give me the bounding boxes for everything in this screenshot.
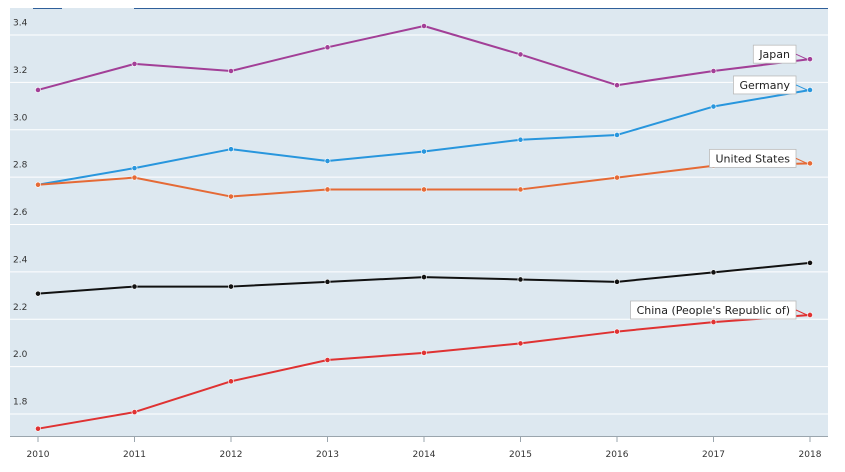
- y-tick-label: 3.4: [13, 19, 28, 29]
- data-point: [228, 378, 234, 385]
- data-point: [614, 82, 620, 89]
- x-tick-label: 2016: [606, 450, 629, 460]
- data-point: [710, 269, 717, 276]
- data-point: [228, 146, 234, 153]
- series-4: [35, 312, 813, 432]
- series-label-connector: [795, 309, 808, 316]
- data-point: [35, 181, 41, 188]
- series-2: [35, 160, 813, 200]
- x-axis: 2010 2011 2012 2013 2014 2015 2016 2017 2018: [10, 436, 828, 460]
- data-point: [710, 68, 717, 74]
- series-3: [35, 259, 813, 297]
- data-point: [807, 259, 813, 266]
- y-tick-label: 2.6: [13, 208, 28, 218]
- y-tick-label: 3.0: [13, 113, 28, 123]
- data-point: [131, 409, 138, 416]
- data-point: [228, 193, 234, 200]
- series-label-connector: [795, 53, 808, 60]
- series-label: United States: [709, 148, 808, 168]
- data-point: [421, 186, 427, 193]
- series-labels: Japan Germany United States China (People's…: [630, 44, 808, 320]
- data-point: [710, 103, 717, 110]
- series-label-text: United States: [716, 152, 791, 165]
- data-point: [324, 186, 331, 193]
- data-point: [517, 186, 524, 193]
- y-tick-label: 2.2: [13, 303, 27, 313]
- data-point: [35, 290, 41, 297]
- data-point: [421, 148, 427, 155]
- x-tick-label: 2010: [27, 450, 50, 460]
- data-point: [517, 276, 524, 283]
- data-point: [35, 87, 41, 93]
- data-point: [614, 174, 620, 181]
- grid-lines: [10, 8, 828, 415]
- data-point: [517, 136, 524, 143]
- series-label-connector: [795, 84, 808, 91]
- y-tick-label: 2.8: [13, 161, 28, 171]
- x-tick-label: 2015: [509, 450, 532, 460]
- y-tick-label: 3.2: [13, 66, 27, 76]
- y-tick-label: 1.8: [13, 398, 28, 408]
- x-tick-label: 2012: [220, 450, 243, 460]
- x-tick-label: 2018: [799, 450, 822, 460]
- series-label-text: China (People's Republic of): [637, 304, 790, 317]
- series-label: Japan: [752, 44, 808, 64]
- data-point: [324, 357, 331, 363]
- y-tick-label: 2.4: [13, 255, 28, 265]
- data-point: [35, 425, 41, 432]
- data-point: [614, 328, 620, 335]
- plot-area: [10, 8, 828, 436]
- data-point: [228, 283, 234, 290]
- series-label-text: Japan: [758, 48, 790, 61]
- data-point: [131, 165, 138, 172]
- data-point: [421, 23, 427, 29]
- data-point: [324, 44, 331, 51]
- x-tick-label: 2014: [413, 450, 436, 460]
- series-label: China (People's Republic of): [630, 300, 808, 320]
- data-point: [324, 158, 331, 164]
- y-axis: 1.8 2.0 2.2 2.4 2.6 2.8 3.0 3.2 3.4: [13, 19, 28, 408]
- series-label: Germany: [733, 75, 808, 95]
- data-point: [131, 283, 138, 290]
- data-point: [807, 56, 813, 63]
- data-point: [324, 278, 331, 285]
- data-point: [807, 312, 813, 318]
- x-tick-label: 2013: [316, 450, 339, 460]
- data-point: [614, 132, 620, 138]
- data-point: [710, 319, 717, 325]
- series-0: [35, 23, 813, 93]
- data-point: [517, 51, 524, 58]
- x-tick-label: 2011: [123, 450, 146, 460]
- data-point: [807, 160, 813, 167]
- data-point: [614, 278, 620, 285]
- data-point: [517, 340, 524, 347]
- series-lines: [35, 23, 813, 432]
- data-point: [421, 349, 427, 356]
- data-point: [228, 68, 234, 74]
- data-point: [131, 61, 138, 67]
- x-tick-label: 2017: [702, 450, 725, 460]
- y-tick-label: 2.0: [13, 350, 28, 360]
- data-point: [807, 87, 813, 93]
- series-label-text: Germany: [739, 79, 790, 92]
- data-point: [421, 274, 427, 280]
- data-point: [131, 174, 138, 181]
- series-label-connector: [795, 157, 808, 164]
